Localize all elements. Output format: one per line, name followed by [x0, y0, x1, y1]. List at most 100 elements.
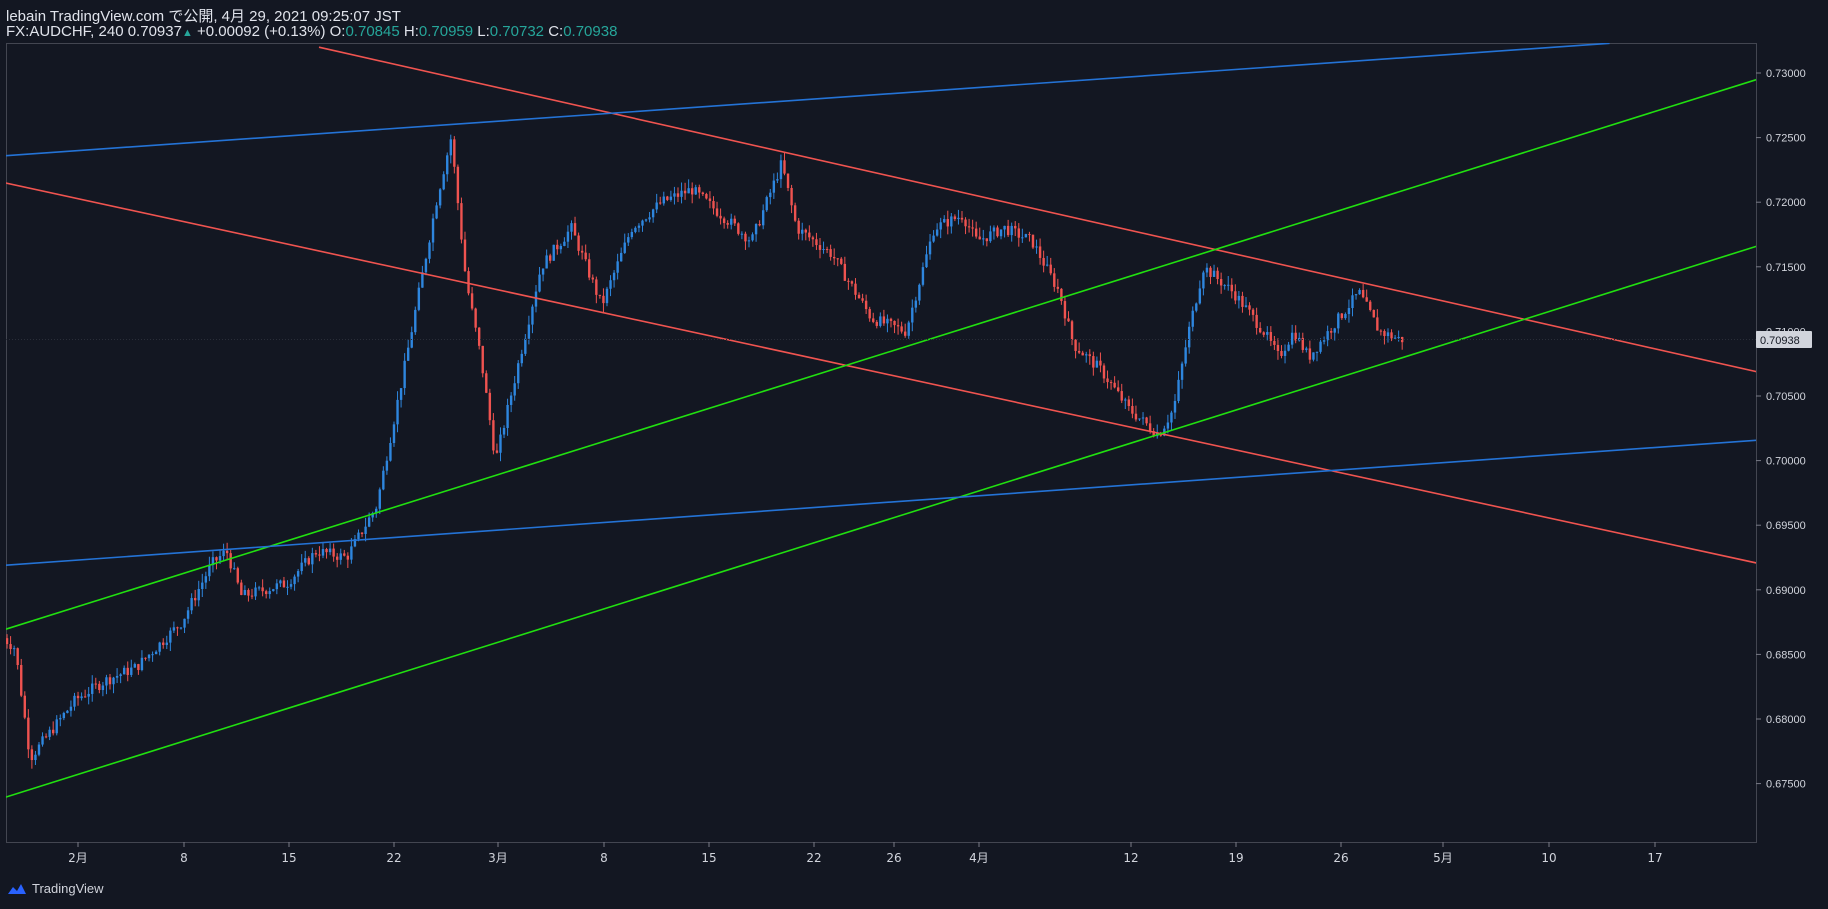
x-tick-label: 2月	[68, 851, 88, 865]
candle	[382, 466, 385, 491]
svg-text:0.70938: 0.70938	[1760, 335, 1800, 347]
candle	[1106, 370, 1109, 389]
candle	[584, 244, 587, 262]
candle	[850, 280, 854, 287]
candle	[435, 202, 438, 220]
price-axis[interactable]: 0.730000.725000.720000.715000.710000.705…	[1756, 68, 1806, 791]
candle	[1205, 263, 1209, 278]
candle	[169, 627, 172, 652]
candle	[861, 293, 864, 303]
candle	[300, 554, 303, 575]
candle	[1230, 278, 1233, 299]
candle	[91, 675, 94, 702]
trend-lines[interactable]	[0, 43, 1761, 803]
candle	[1113, 376, 1116, 389]
candle	[520, 349, 523, 367]
candle	[1223, 284, 1226, 290]
candle	[23, 691, 26, 720]
x-tick-label: 12	[1123, 851, 1138, 865]
candle	[1244, 297, 1248, 308]
y-tick-label: 0.67500	[1766, 779, 1806, 791]
candle	[9, 636, 12, 655]
candle	[446, 152, 449, 182]
candle	[730, 213, 733, 230]
candle	[1056, 278, 1060, 294]
publish-info: lebain TradingView.com で公開, 4月 29, 2021 …	[6, 8, 401, 25]
candle	[243, 585, 247, 596]
candle	[524, 334, 527, 357]
candle	[1116, 380, 1120, 393]
candle	[186, 606, 190, 624]
candle	[360, 532, 364, 538]
candle	[1358, 288, 1361, 295]
candle	[335, 553, 339, 568]
trend-line-blue[interactable]	[0, 43, 1610, 157]
candle	[548, 253, 552, 264]
candle	[403, 353, 406, 395]
candle	[1251, 308, 1255, 322]
x-tick-label: 22	[806, 851, 821, 865]
candle	[442, 171, 445, 191]
candle	[687, 179, 690, 194]
candle	[282, 576, 286, 588]
candle	[1187, 321, 1191, 354]
candle	[950, 212, 953, 234]
candle	[1074, 339, 1077, 359]
trend-line-green[interactable]	[0, 78, 1761, 635]
candle	[222, 543, 225, 561]
candle	[325, 547, 328, 559]
candle	[1301, 332, 1304, 353]
tradingview-logo[interactable]: TradingView	[6, 881, 104, 896]
candle	[488, 388, 492, 426]
candle	[158, 641, 161, 656]
candle	[101, 681, 105, 697]
candle	[467, 267, 470, 296]
candles	[6, 134, 1404, 769]
candle	[616, 253, 619, 280]
candle	[1180, 361, 1184, 389]
candle	[1127, 395, 1131, 411]
candle	[783, 151, 786, 176]
trend-line-red[interactable]	[0, 179, 1761, 564]
candle	[378, 487, 381, 515]
x-tick-label: 15	[281, 851, 296, 865]
candle	[964, 217, 967, 235]
candle	[1038, 238, 1042, 265]
candle	[1280, 345, 1283, 359]
candle	[1400, 336, 1404, 350]
candle	[1383, 329, 1386, 345]
candle	[538, 266, 541, 293]
candle	[1134, 405, 1138, 422]
trend-line-green[interactable]	[0, 245, 1761, 803]
candle	[744, 231, 747, 250]
candle	[399, 388, 403, 408]
candle	[474, 307, 477, 332]
candle	[605, 286, 609, 307]
candle	[921, 262, 925, 287]
time-axis[interactable]: 2月 8 15 22 3月 8 15 22 26 4月 12 19 26 5月 10 17	[68, 842, 1663, 865]
candle	[648, 211, 651, 223]
candle	[808, 225, 811, 242]
candle	[840, 257, 843, 266]
candle	[602, 288, 605, 313]
candle	[971, 219, 974, 237]
candle	[726, 220, 729, 229]
candle	[83, 689, 87, 698]
candle	[1088, 349, 1091, 365]
trend-line-blue[interactable]	[0, 439, 1761, 567]
candle	[449, 134, 452, 164]
candle	[722, 216, 726, 229]
candle	[939, 217, 942, 239]
candle	[506, 398, 509, 436]
candle	[634, 226, 637, 234]
candle	[559, 243, 563, 254]
candle	[183, 618, 186, 634]
candle	[314, 549, 318, 558]
candle	[364, 517, 367, 542]
trend-line-red[interactable]	[318, 46, 1761, 373]
candle	[250, 588, 254, 600]
candle	[1329, 327, 1333, 340]
candle	[154, 650, 158, 655]
candle	[201, 573, 204, 598]
